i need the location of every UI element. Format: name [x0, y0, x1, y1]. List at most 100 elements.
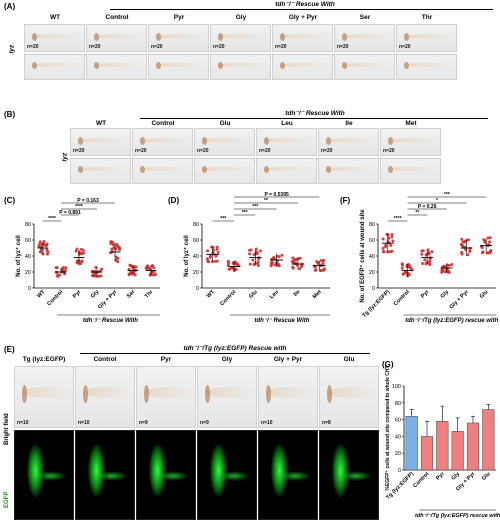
larva-eye [388, 136, 394, 145]
data-point [61, 269, 65, 273]
n-count: n=9 [139, 420, 148, 426]
panel-b-col-label-2: Glu [219, 120, 231, 127]
data-point [314, 268, 318, 272]
x-caption: tdh⁻/⁻ Rescue With [255, 318, 310, 324]
y-axis-label: No. of lyz⁺ cell [15, 235, 22, 277]
data-point [465, 238, 469, 242]
data-point [215, 247, 219, 251]
data-point [400, 266, 404, 270]
larva-eye [140, 136, 146, 145]
egfp-streak [279, 470, 312, 482]
data-point [116, 256, 120, 260]
panel-a-col-label-5: Ser [359, 14, 371, 21]
data-point [46, 250, 50, 254]
larva-eye [388, 166, 394, 174]
panel-b-top-image-1: n=20 [132, 128, 193, 156]
larva-eye [156, 32, 162, 41]
larva [84, 387, 131, 399]
x-tick-label: Gly + Pyr [97, 289, 119, 311]
larva [281, 33, 329, 39]
larva-eye [202, 166, 208, 174]
n-count: n=20 [399, 44, 411, 50]
n-count: n=9 [200, 420, 209, 426]
data-point [322, 258, 326, 262]
larva [219, 33, 267, 39]
larva [157, 33, 205, 39]
panel-b-bottom-image-1 [132, 158, 193, 184]
larva-eye [264, 166, 270, 174]
egfp-streak [96, 470, 129, 482]
n-count: n=20 [73, 148, 85, 154]
larva-eye [404, 32, 410, 41]
x-tick-label: Pyr [72, 289, 83, 300]
x-tick-label: Control [412, 471, 430, 489]
x-tick-label: Leu [269, 289, 280, 300]
panel-a-bottom-image-4 [272, 54, 333, 80]
bright-field-label: Bright field [4, 413, 10, 445]
larva-eye [156, 62, 162, 70]
larva [95, 63, 143, 68]
panel-a-col-label-1: Control [105, 14, 129, 21]
larva-eye [78, 166, 84, 174]
data-point [390, 232, 394, 236]
data-point [129, 264, 133, 268]
data-point [381, 237, 385, 241]
x-tick-label: Gly + Pyr [449, 289, 471, 311]
larva-eye [218, 32, 224, 41]
data-point [319, 259, 323, 263]
data-point [420, 261, 424, 265]
larva [327, 137, 375, 143]
x-tick-label: WT [206, 289, 217, 300]
egfp-signal [331, 444, 349, 497]
n-count: n=8 [322, 420, 331, 426]
larva-eye [280, 62, 286, 70]
larva-eye [140, 166, 146, 174]
larva-eye [264, 136, 270, 145]
panel-e-egfp-image-2 [136, 430, 196, 520]
larva-eye [21, 385, 28, 403]
data-point [208, 255, 212, 259]
data-point [381, 250, 385, 254]
egfp-row-label: EGFP [4, 491, 10, 508]
panel-e-col-label-5: Glu [343, 356, 355, 363]
data-point [269, 261, 273, 265]
data-point [99, 274, 103, 278]
data-point [430, 250, 434, 254]
x-tick-label: Glu [481, 471, 492, 482]
panel-b-label: (B) [4, 110, 16, 119]
panel-a-bottom-image-6 [396, 54, 457, 80]
data-point [234, 261, 238, 265]
data-point [205, 257, 209, 261]
larva [265, 167, 313, 172]
data-point [214, 254, 218, 258]
data-point [428, 259, 432, 263]
n-count: n=10 [261, 420, 273, 426]
larva-eye [326, 136, 332, 145]
larva [203, 167, 251, 172]
x-caption: tdh⁻/⁻/Tg (lyz:EGFP) rescue with [415, 513, 500, 519]
data-point [112, 246, 116, 250]
data-point [256, 263, 260, 267]
panel-c-label: (C) [4, 196, 16, 205]
y-tick-label: 0 [398, 468, 401, 474]
x-caption: tdh⁻/⁻ Rescue With [83, 318, 138, 324]
data-point [37, 244, 41, 248]
data-point [248, 252, 252, 256]
data-point [420, 249, 424, 253]
data-point [213, 259, 217, 263]
sig-label: *** [444, 192, 450, 198]
data-point [291, 260, 295, 264]
panel-e-egfp-image-5 [319, 430, 379, 520]
panel-a-label: (A) [4, 2, 16, 11]
larva-eye [94, 62, 100, 70]
data-point [423, 258, 427, 262]
data-point [64, 266, 68, 270]
data-point [488, 236, 492, 240]
y-tick-label: 0 [28, 286, 31, 292]
y-tick-label: 80 [395, 401, 401, 407]
data-point [466, 253, 470, 257]
panel-b-bottom-image-5 [380, 158, 441, 184]
x-tick-label: Thr [144, 289, 155, 300]
panel-e-col-label-0: Tg (lyz:EGFP) [22, 356, 66, 363]
panel-a-bottom-image-1 [86, 54, 147, 80]
